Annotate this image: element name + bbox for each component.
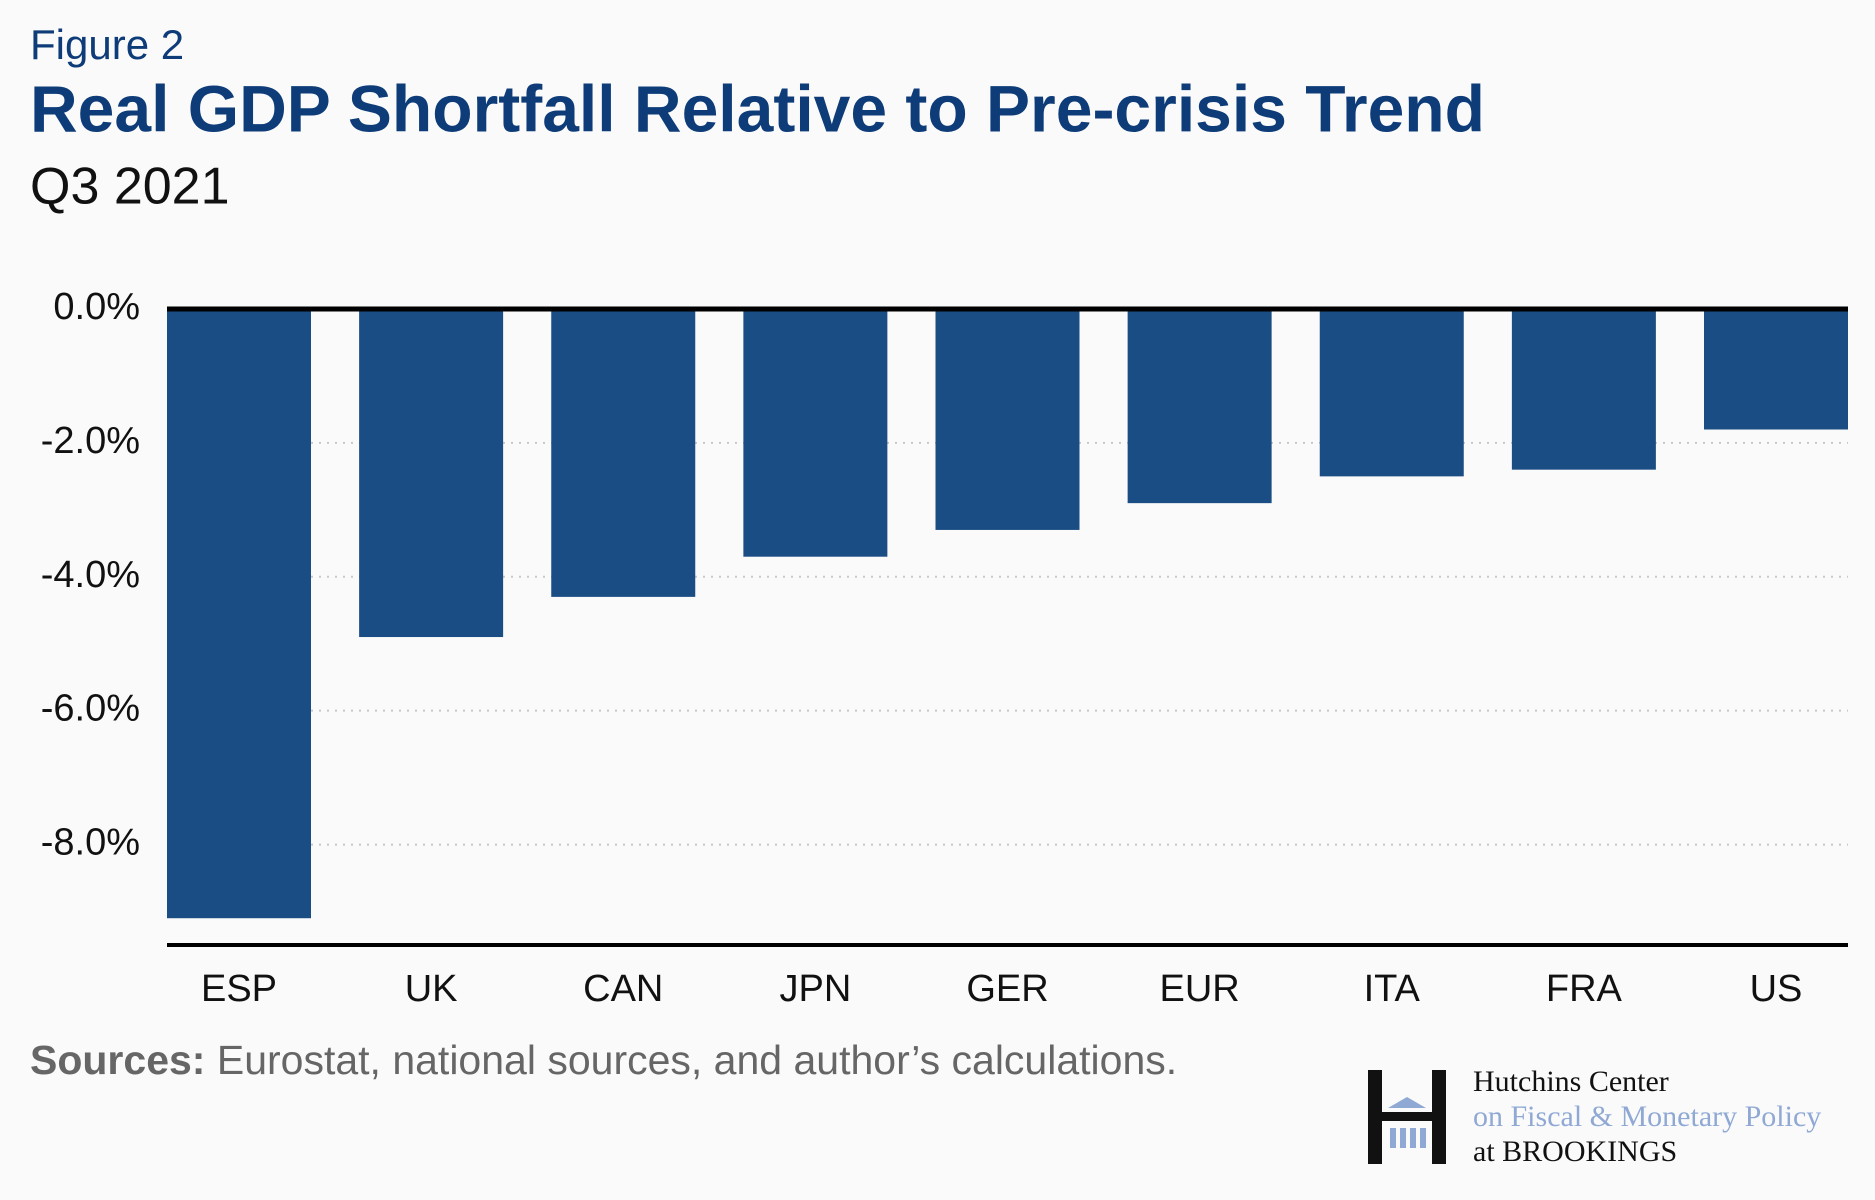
logo-bar [1368, 1112, 1446, 1121]
x-tick-label: JPN [779, 968, 851, 1010]
logo-line: on Fiscal & Monetary Policy [1473, 1100, 1821, 1133]
logo-column [1390, 1128, 1396, 1148]
x-tick-label: US [1750, 968, 1803, 1010]
logo-line: Hutchins Center [1473, 1065, 1669, 1098]
bar [1319, 309, 1464, 477]
bar [1704, 309, 1848, 430]
chart-title: Real GDP Shortfall Relative to Pre-crisi… [30, 71, 1485, 145]
y-tick-label: -6.0% [41, 688, 140, 730]
x-tick-label: ESP [201, 968, 277, 1010]
figure-label: Figure 2 [30, 21, 184, 68]
bar [167, 309, 311, 919]
logo-column [1400, 1128, 1406, 1148]
x-tick-label: ITA [1364, 968, 1421, 1010]
x-tick-label: FRA [1546, 968, 1623, 1010]
source-text: Eurostat, national sources, and author’s… [217, 1037, 1177, 1083]
source-note: Sources: Eurostat, national sources, and… [30, 1037, 1177, 1083]
y-tick-label: -2.0% [41, 420, 140, 462]
source-label: Sources: [30, 1037, 205, 1083]
bar [551, 309, 696, 597]
bar [359, 309, 504, 638]
x-tick-label: EUR [1160, 968, 1240, 1010]
x-tick-label: UK [405, 968, 458, 1010]
bar [743, 309, 888, 557]
logo: Hutchins Center on Fiscal & Monetary Pol… [1368, 1065, 1821, 1168]
x-tick-label: GER [966, 968, 1048, 1010]
x-tick-label: CAN [583, 968, 663, 1010]
logo-roof [1388, 1097, 1426, 1108]
bar [1511, 309, 1656, 470]
logo-line: at BROOKINGS [1473, 1135, 1677, 1168]
plot-area: 0.0% -2.0% -4.0% -6.0% -8.0% ESP UK CAN JPN GER EU… [41, 286, 1848, 1010]
bar [1127, 309, 1272, 504]
logo-column [1420, 1128, 1426, 1148]
chart-subtitle: Q3 2021 [30, 158, 230, 216]
bar [935, 309, 1080, 530]
logo-column [1410, 1128, 1416, 1148]
y-tick-label: -4.0% [41, 554, 140, 596]
y-tick-label: -8.0% [41, 822, 140, 864]
y-tick-label: 0.0% [53, 286, 140, 328]
